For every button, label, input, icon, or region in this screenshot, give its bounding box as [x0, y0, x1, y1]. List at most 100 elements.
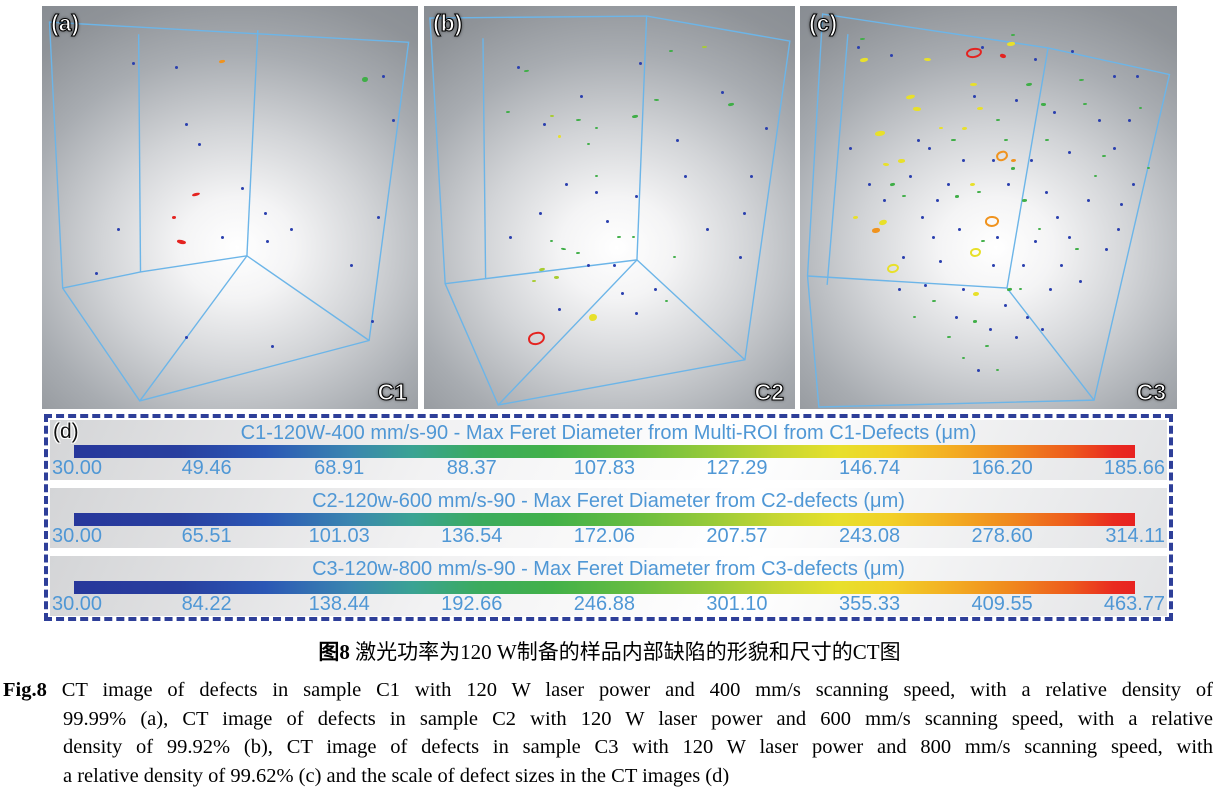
defect-blob — [969, 183, 975, 187]
defect-blob — [1041, 102, 1047, 106]
defect-dot — [1112, 147, 1116, 151]
scale-ticks: 30.00 49.46 68.91 88.37 107.83 127.29 146.74 16… — [50, 457, 1167, 480]
defect-dot — [1045, 191, 1049, 195]
defect-blob — [1026, 82, 1033, 86]
defect-dot — [1135, 74, 1139, 78]
defect-blob — [950, 138, 956, 142]
scale-title: C2-120w-600 mm/s-90 - Max Feret Diameter… — [312, 490, 905, 512]
defect-blob — [1146, 167, 1150, 170]
defect-dot — [931, 235, 935, 239]
defect-dot — [639, 62, 643, 66]
defect-dot — [184, 122, 188, 126]
scale-title: C1-120W-400 mm/s-90 - Max Feret Diameter… — [240, 422, 977, 444]
defect-blob — [962, 126, 968, 130]
defect-blob — [538, 267, 546, 272]
defect-blob — [931, 300, 936, 303]
defect-dot — [849, 147, 852, 151]
defect-blob — [1011, 34, 1016, 37]
defects-layer — [424, 6, 795, 409]
scale-ticks: 30.00 65.51 101.03 136.54 172.06 207.57 243.08… — [50, 525, 1167, 548]
scale-tick: 207.57 — [706, 525, 768, 547]
defect-dot — [935, 199, 939, 203]
scale-tick: 49.46 — [181, 457, 232, 479]
defect-blob — [171, 215, 176, 219]
scale-tick: 243.08 — [838, 525, 901, 547]
defect-dot — [220, 235, 224, 239]
defect-dot — [117, 227, 121, 231]
wireframe-box — [800, 6, 1177, 409]
defect-dot — [1026, 316, 1030, 320]
defect-blob — [898, 159, 906, 163]
colorbar-gradient — [74, 581, 1135, 594]
defect-dot — [1116, 227, 1120, 231]
defect-blob — [947, 336, 952, 339]
scale-tick: 138.44 — [308, 593, 370, 615]
defect-blob — [1011, 159, 1017, 163]
defect-blob — [912, 106, 922, 111]
scale-tick: 101.03 — [308, 525, 370, 547]
defect-blob — [192, 192, 201, 198]
defect-dot — [271, 344, 275, 348]
wireframe-box — [424, 6, 795, 409]
caption-line-1: Fig.8 CT image of defects in sample C1 w… — [3, 676, 1213, 705]
defect-dot — [1086, 199, 1090, 203]
defect-blob — [1075, 247, 1080, 251]
defect-dot — [635, 312, 639, 316]
defect-blob — [1045, 138, 1050, 141]
caption-zh-text: 激光功率为120 W制备的样品内部缺陷的形貌和尺寸的CT图 — [355, 640, 901, 664]
defect-blob — [616, 235, 621, 238]
scale-tick: 88.37 — [446, 457, 497, 479]
scale-tick: 146.74 — [838, 457, 901, 479]
defect-blob — [702, 46, 708, 49]
defect-blob — [860, 38, 866, 41]
caption-line-4: a relative density of 99.62% (c) and the… — [63, 764, 730, 787]
defect-blob — [672, 255, 676, 258]
scale-tick: 30.00 — [52, 457, 103, 479]
defect-blob — [954, 195, 959, 198]
defect-blob — [913, 316, 917, 319]
defect-dot — [973, 94, 977, 98]
defect-dot — [882, 199, 886, 203]
sample-label: C2 — [754, 378, 785, 405]
defect-dot — [564, 183, 568, 187]
caption-en-line1: CT image of defects in sample C1 with 12… — [61, 679, 1213, 701]
defect-dot — [954, 316, 958, 320]
defect-dot — [620, 292, 624, 296]
defect-blob — [1007, 287, 1013, 291]
defect-blob — [924, 58, 932, 62]
defect-blob — [728, 102, 735, 106]
panel-label: (c) — [808, 9, 838, 36]
defect-dot — [992, 263, 996, 267]
defect-dot — [1105, 247, 1109, 251]
defect-dot — [890, 54, 894, 58]
caption-line-3: density of 99.92% (b), CT image of defec… — [63, 736, 1213, 758]
defect-dot — [241, 187, 245, 191]
scale-tick: 68.91 — [314, 457, 365, 479]
ct-panel-b: (b) C2 — [424, 6, 795, 409]
defect-dot — [382, 74, 386, 78]
defect-dot — [557, 308, 561, 312]
defect-dot — [613, 263, 617, 267]
defect-blob — [1011, 167, 1016, 170]
defect-dot — [988, 328, 992, 332]
scale-tick: 246.88 — [573, 593, 635, 615]
defect-dot — [1060, 263, 1064, 267]
scale-row-c1: C1-120W-400 mm/s-90 - Max Feret Diameter… — [50, 420, 1167, 480]
defect-dot — [635, 195, 639, 199]
ct-panel-c: (c) C3 — [800, 6, 1177, 409]
scale-ticks: 30.00 84.22 138.44 192.66 246.88 301.10 355.33… — [50, 593, 1167, 616]
defect-dot — [1052, 110, 1056, 114]
defect-blob — [1022, 199, 1028, 202]
caption-chinese: 图8 激光功率为120 W制备的样品内部缺陷的形貌和尺寸的CT图 — [0, 636, 1219, 666]
defect-dot — [265, 239, 269, 243]
defect-blob — [665, 300, 669, 303]
defect-dot — [1041, 328, 1045, 332]
defect-blob — [631, 235, 635, 238]
defect-dot — [263, 211, 267, 215]
defect-blob — [550, 239, 554, 242]
defect-dot — [594, 191, 598, 195]
defect-dot — [1033, 58, 1037, 62]
ct-panel-a: (a) C1 — [42, 6, 418, 409]
defect-blob — [524, 70, 530, 73]
defect-blob — [531, 280, 536, 283]
